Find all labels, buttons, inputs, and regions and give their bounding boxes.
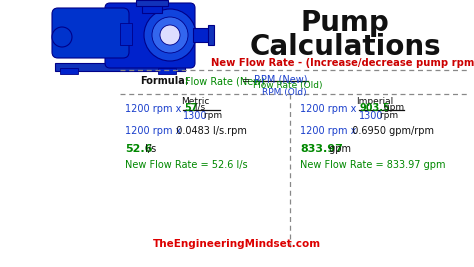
FancyBboxPatch shape — [52, 8, 129, 58]
Text: 1300: 1300 — [183, 111, 208, 121]
Text: Imperial: Imperial — [356, 97, 393, 106]
Text: Pump: Pump — [301, 9, 389, 37]
Text: 903.5: 903.5 — [360, 103, 391, 113]
Bar — [120, 23, 132, 45]
Text: Flow Rate (Old): Flow Rate (Old) — [253, 81, 322, 90]
Text: 1200 rpm x: 1200 rpm x — [125, 126, 182, 136]
Bar — [142, 0, 162, 13]
Text: 1300: 1300 — [359, 111, 383, 121]
Text: Metric: Metric — [181, 97, 209, 106]
Text: 833.97: 833.97 — [300, 144, 343, 154]
Text: 0.6950 gpm/rpm: 0.6950 gpm/rpm — [346, 126, 434, 136]
Text: New Flow Rate - (Increase/decrease pump rpm): New Flow Rate - (Increase/decrease pump … — [211, 58, 474, 68]
Bar — [136, 0, 168, 6]
Bar — [158, 68, 176, 74]
Text: 52.6: 52.6 — [125, 144, 153, 154]
Bar — [55, 63, 185, 71]
Circle shape — [52, 27, 72, 47]
Text: TheEngineeringMindset.com: TheEngineeringMindset.com — [153, 239, 321, 249]
Bar — [208, 25, 214, 45]
Text: Formula:: Formula: — [140, 76, 189, 86]
Bar — [60, 68, 78, 74]
Text: New Flow Rate = 52.6 l/s: New Flow Rate = 52.6 l/s — [125, 160, 247, 170]
Circle shape — [144, 9, 196, 61]
Text: RPM (New): RPM (New) — [254, 74, 308, 84]
Text: l/s: l/s — [142, 144, 156, 154]
Text: rpm: rpm — [377, 111, 398, 120]
Text: gpm: gpm — [326, 144, 351, 154]
Text: l/s: l/s — [192, 103, 205, 112]
Text: 57: 57 — [184, 103, 198, 113]
Text: gpm: gpm — [381, 103, 404, 112]
Bar — [193, 28, 211, 42]
Text: RPM (Old): RPM (Old) — [262, 88, 307, 97]
Text: New Flow Rate = 833.97 gpm: New Flow Rate = 833.97 gpm — [300, 160, 446, 170]
Text: rpm: rpm — [201, 111, 222, 120]
Text: Flow Rate (New): Flow Rate (New) — [185, 76, 265, 86]
Text: 0.0483 l/s.rpm: 0.0483 l/s.rpm — [170, 126, 247, 136]
Text: 1200 rpm x: 1200 rpm x — [125, 104, 182, 114]
FancyBboxPatch shape — [105, 3, 195, 68]
Circle shape — [152, 17, 188, 53]
Text: Calculations: Calculations — [249, 33, 441, 61]
Text: =: = — [242, 76, 250, 86]
Text: 1200 rpm x: 1200 rpm x — [300, 126, 356, 136]
Circle shape — [160, 25, 180, 45]
Text: 1200 rpm x: 1200 rpm x — [300, 104, 356, 114]
